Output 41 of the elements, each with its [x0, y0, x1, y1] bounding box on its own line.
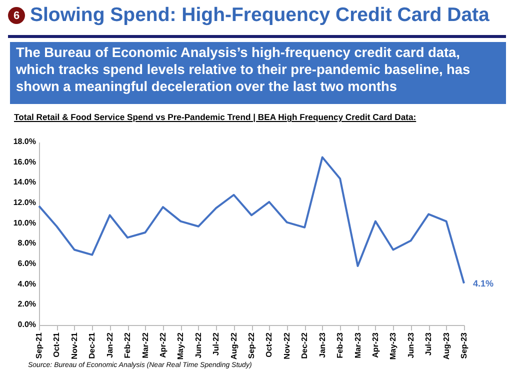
- y-tick-label: 16.0%: [13, 157, 36, 166]
- y-tick-label: 8.0%: [18, 238, 36, 248]
- y-tick-label: 6.0%: [18, 259, 36, 268]
- x-tick-label: Jan-22: [105, 332, 114, 358]
- y-tick-label: 18.0%: [13, 137, 36, 146]
- chart-subtitle: The Bureau of Economic Analysis’s high-frequency credit card data, which tracks spend levels relative to their pre-pandemic baseline, has shown a meaningful deceleration over the last two months: [10, 42, 506, 104]
- y-tick-label: 14.0%: [13, 178, 36, 187]
- x-tick-label: Jun-23: [406, 332, 416, 358]
- y-tick-label: 0.0%: [18, 320, 36, 329]
- x-tick-label: May-22: [176, 332, 186, 360]
- text: 6: [8, 7, 25, 24]
- text: Total Retail & Food Service Spend vs Pre-Pandemic Trend | BEA High Frequency Credit Card Data:: [14, 112, 416, 122]
- x-tick-label: Dec-22: [300, 332, 310, 359]
- y-tick-label: 10.0%: [13, 218, 36, 228]
- x-tick-label: Oct-21: [52, 332, 62, 358]
- line-series: [38, 156, 465, 284]
- x-tick-label: Mar-23: [353, 332, 362, 358]
- x-tick-label: Jan-23: [318, 332, 327, 358]
- x-tick-label: Feb-23: [336, 332, 345, 358]
- y-tick-label: 4.0%: [18, 279, 36, 288]
- y-tick-label: 2.0%: [18, 300, 36, 309]
- x-tick-label: Sep-21: [34, 332, 44, 359]
- y-tick-label: 12.0%: [13, 198, 36, 207]
- chart-title: Slowing Spend: High-Frequency Credit Card Data: [30, 4, 490, 27]
- x-tick-label: Jun-22: [194, 332, 203, 358]
- x-tick-label: May-23: [388, 332, 398, 360]
- x-tick-label: Apr-23: [370, 332, 380, 358]
- x-tick-label: Aug-22: [229, 332, 238, 360]
- x-tick-label: Sep-23: [460, 332, 468, 359]
- x-tick-label: Nov-21: [70, 332, 79, 360]
- x-tick-label: Apr-22: [158, 332, 168, 358]
- x-tick-label: Dec-21: [88, 332, 97, 359]
- x-tick-label: Jul-22: [212, 332, 221, 356]
- x-tick-label: Jul-23: [424, 332, 434, 356]
- x-tick-label: Oct-22: [264, 332, 274, 358]
- x-tick-label: Nov-22: [282, 332, 292, 360]
- x-tick-label: Mar-22: [140, 332, 150, 358]
- x-tick-label: Sep-22: [247, 332, 256, 359]
- x-tick-label: Feb-22: [123, 332, 132, 358]
- x-tick-label: Aug-23: [442, 332, 451, 360]
- data-label: 4.1%: [473, 278, 494, 288]
